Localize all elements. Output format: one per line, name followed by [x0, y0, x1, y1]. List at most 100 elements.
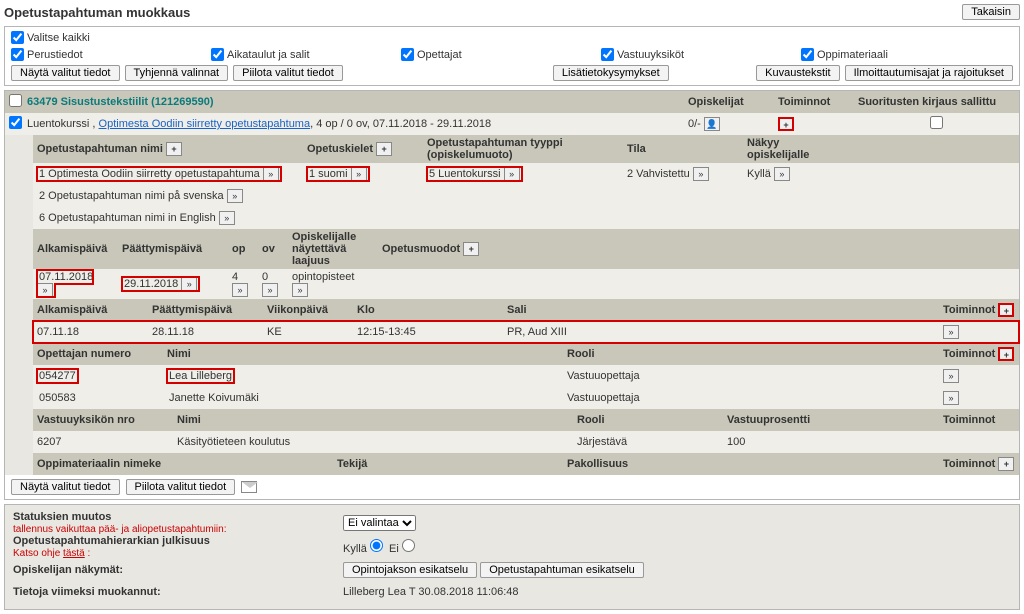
name-row: 6 Opetustapahtuman nimi in English » — [33, 207, 1019, 229]
mat-hdr-b: Tekijä — [333, 456, 563, 472]
clear-selections-button[interactable]: Tyhjennä valinnat — [125, 65, 229, 81]
sched-hdr-f: Toiminnot — [943, 304, 995, 316]
session-link[interactable]: Optimesta Oodiin siirretty opetustapahtu… — [99, 118, 311, 130]
show-selected-button[interactable]: Näytä valitut tiedot — [11, 65, 120, 81]
hide-selected-button-2[interactable]: Piilota valitut tiedot — [126, 479, 236, 495]
edit-icon[interactable]: » — [943, 325, 959, 339]
op-value: 4 — [232, 271, 238, 283]
edit-icon[interactable]: » — [292, 283, 308, 297]
show-selected-button-2[interactable]: Näytä valitut tiedot — [11, 479, 120, 495]
extra-questions-button[interactable]: Lisätietokysymykset — [553, 65, 669, 81]
course-paren: (121269590) — [151, 96, 213, 108]
unit-hdr-e: Toiminnot — [939, 412, 1019, 428]
select-all-checkbox[interactable] — [11, 31, 24, 44]
names-hdr-a: Opetustapahtuman nimi — [37, 143, 163, 155]
plus-icon[interactable]: + — [166, 142, 182, 156]
chk-perustiedot[interactable]: Perustiedot — [11, 48, 211, 61]
registration-limits-button[interactable]: Ilmoittautumisajat ja rajoitukset — [845, 65, 1013, 81]
dates-hdr-a: Alkamispäivä — [33, 241, 118, 257]
filter-panel: Valitse kaikki Perustiedot Aikataulut ja… — [4, 26, 1020, 86]
edit-icon[interactable]: » — [227, 189, 243, 203]
unit-hdr-d: Vastuuprosentti — [723, 412, 939, 428]
status-select[interactable]: Ei valintaa — [343, 515, 416, 531]
sched-end: 28.11.18 — [148, 324, 263, 340]
hierarchy-link[interactable]: tästä — [63, 548, 85, 559]
end-date: 29.11.2018 — [124, 278, 178, 290]
edit-icon[interactable]: » — [774, 167, 790, 181]
kylla-radio[interactable] — [370, 539, 383, 552]
course-name: Sisustustekstiilit — [61, 96, 148, 108]
footer-panel: Statuksien muutos tallennus vaikuttaa pä… — [4, 504, 1020, 610]
preview-course-button[interactable]: Opintojakson esikatselu — [343, 562, 477, 578]
sched-room: PR, Aud XIII — [503, 324, 939, 340]
session-checkbox[interactable] — [9, 116, 22, 129]
plus-icon[interactable]: + — [463, 242, 479, 256]
descriptions-button[interactable]: Kuvaustekstit — [756, 65, 839, 81]
sched-hdr-c: Viikonpäivä — [263, 302, 353, 318]
hierarchy-label: Opetustapahtumahierarkian julkisuus — [13, 535, 210, 547]
sched-hdr-d: Klo — [353, 302, 503, 318]
sched-add-btn[interactable]: + — [998, 303, 1014, 317]
preview-session-button[interactable]: Opetustapahtuman esikatselu — [480, 562, 644, 578]
plus-icon[interactable]: + — [998, 457, 1014, 471]
opiskelijat-value: 0/- — [688, 118, 701, 130]
edit-icon[interactable]: » — [693, 167, 709, 181]
hide-selected-button[interactable]: Piilota valitut tiedot — [233, 65, 343, 81]
chk-aikataulut[interactable]: Aikataulut ja salit — [211, 48, 401, 61]
mat-hdr-d: Toiminnot — [943, 458, 995, 470]
select-all[interactable]: Valitse kaikki — [11, 31, 90, 44]
edit-icon[interactable]: » — [262, 283, 278, 297]
chk-vastuu[interactable]: Vastuuyksiköt — [601, 48, 801, 61]
sched-hdr-a: Alkamispäivä — [33, 302, 148, 318]
teach-hdr-a: Opettajan numero — [33, 346, 163, 362]
edit-icon[interactable]: » — [37, 283, 53, 297]
edit-icon[interactable]: » — [263, 167, 279, 181]
ei-radio[interactable] — [402, 539, 415, 552]
sched-start: 07.11.18 — [33, 324, 148, 340]
plus-icon[interactable]: + — [376, 142, 392, 156]
unit-no: 6207 — [33, 434, 173, 450]
nakymat-label: Opiskelijan näkymät: — [13, 564, 123, 576]
teach-hdr-b: Nimi — [163, 346, 563, 362]
teach-add-btn[interactable]: + — [998, 347, 1014, 361]
mail-icon[interactable] — [241, 481, 257, 493]
unit-role: Järjestävä — [573, 434, 723, 450]
edit-icon[interactable]: » — [232, 283, 248, 297]
teach-hdr-d: Toiminnot — [943, 348, 995, 360]
dates-hdr-b: Päättymispäivä — [118, 241, 228, 257]
edit-icon[interactable]: » — [943, 391, 959, 405]
dates-hdr-d: ov — [258, 241, 288, 257]
students-btn[interactable]: 👤 — [704, 117, 720, 131]
edit-icon[interactable]: » — [181, 277, 197, 291]
edit-icon[interactable]: » — [504, 167, 520, 181]
dates-hdr-e: Opiskelijalle näytettävä laajuus — [288, 229, 378, 269]
suoritusten-header: Suoritusten kirjaus sallittu — [854, 94, 1019, 110]
name-row: 2 Opetustapahtuman nimi på svenska » — [33, 185, 1019, 207]
lastmod-label: Tietoja viimeksi muokannut: — [13, 586, 161, 598]
unit-hdr-c: Rooli — [573, 412, 723, 428]
names-hdr-e: Näkyy opiskelijalle — [743, 135, 843, 163]
status-sublabel: tallennus vaikuttaa pää- ja aliopetustap… — [13, 524, 226, 535]
unit-name: Käsityötieteen koulutus — [173, 434, 573, 450]
hierarchy-sub: Katso ohje — [13, 548, 63, 559]
chk-oppimateriaali[interactable]: Oppimateriaali — [801, 48, 1013, 61]
unit-pct: 100 — [723, 434, 939, 450]
session-type: Luentokurssi , — [27, 118, 95, 130]
teacher-row: 050583Janette KoivumäkiVastuuopettaja» — [33, 387, 1019, 409]
edit-icon[interactable]: » — [943, 369, 959, 383]
back-button[interactable]: Takaisin — [962, 4, 1020, 20]
select-all-label: Valitse kaikki — [27, 32, 90, 44]
unit-hdr-b: Nimi — [173, 412, 573, 428]
start-date: 07.11.2018 — [39, 271, 93, 283]
edit-icon[interactable]: » — [219, 211, 235, 225]
mat-hdr-a: Oppimateriaalin nimeke — [33, 456, 333, 472]
edit-icon[interactable]: » — [351, 167, 367, 181]
sched-hdr-b: Päättymispäivä — [148, 302, 263, 318]
course-checkbox[interactable] — [9, 94, 22, 107]
names-hdr-c: Opetustapahtuman tyyppi (opiskelumuoto) — [423, 135, 623, 163]
suoritusten-checkbox[interactable] — [930, 116, 943, 129]
names-hdr-b: Opetuskielet — [307, 143, 373, 155]
page-title: Opetustapahtuman muokkaus — [4, 5, 190, 20]
toiminnot-add-btn[interactable]: + — [778, 117, 794, 131]
chk-opettajat[interactable]: Opettajat — [401, 48, 601, 61]
